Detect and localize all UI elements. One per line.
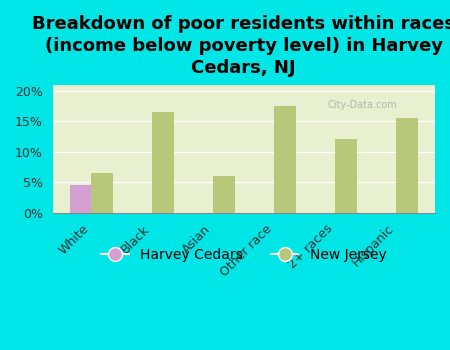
- Bar: [91, 173, 112, 212]
- Text: City-Data.com: City-Data.com: [328, 100, 398, 110]
- Title: Breakdown of poor residents within races
(income below poverty level) in Harvey
: Breakdown of poor residents within races…: [32, 15, 450, 77]
- Bar: [274, 106, 296, 212]
- Bar: [152, 112, 174, 212]
- Bar: [213, 176, 234, 212]
- Legend: Harvey Cedars, New Jersey: Harvey Cedars, New Jersey: [96, 242, 392, 267]
- Bar: [396, 118, 418, 212]
- Bar: [335, 139, 357, 212]
- Bar: [70, 185, 91, 212]
